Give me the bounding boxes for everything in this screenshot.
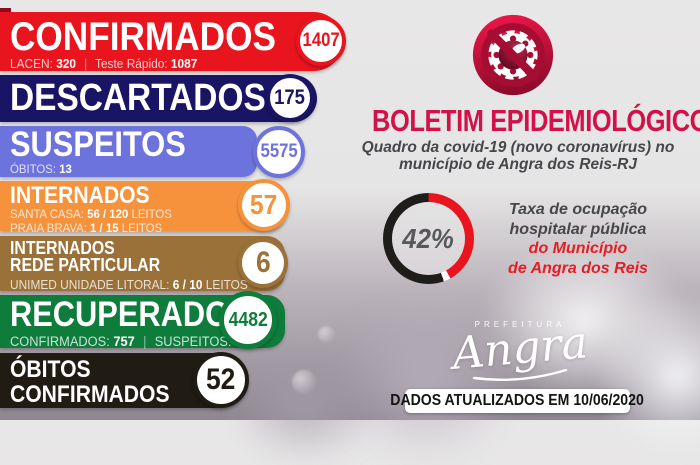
stat-title: SUSPEITOS [10,125,186,164]
stat-bar-internados: INTERNADOS SANTA CASA: 56 / 120 LEITOS P… [0,181,285,235]
logo-swash [472,368,568,381]
stat-details: PRAIA BRAVA: 1 / 15 LEITOS [10,221,163,236]
stat-details: ÓBITOS: 13 [10,161,72,176]
occupancy-donut-chart: 42% [383,193,474,284]
background-bubble [292,370,316,394]
stat-badge-obitos-confirmados: 52 [193,352,249,408]
donut-hole: 42% [392,202,465,275]
no-coronavirus-icon [472,14,554,96]
logo-wordmark: Angra [450,317,590,380]
background-bubble [318,326,335,343]
stat-title: INTERNADOS [10,238,115,258]
stat-badge-confirmados: 1407 [296,16,346,66]
stat-details: LACEN: 320 | Teste Rápido: 1087 [10,57,198,72]
stat-bar-suspeitos: SUSPEITOS ÓBITOS: 13 [0,126,257,177]
prefeitura-angra-logo: PREFEITURA Angra [440,317,600,387]
occupancy-percent: 42% [402,222,455,254]
stat-badge-internados: 57 [238,179,290,231]
stat-badge-suspeitos: 5575 [253,126,305,178]
occupancy-caption: Taxa de ocupação hospitalar pública do M… [508,201,648,277]
bulletin-title: BOLETIM EPIDEMIOLÓGICO [372,103,700,138]
updated-date-badge: DADOS ATUALIZADOS EM 10/06/2020 [391,389,644,413]
stat-title: CONFIRMADOS [10,15,276,59]
stat-bar-confirmados: CONFIRMADOS LACEN: 320 | Teste Rápido: 1… [0,12,343,71]
stat-bar-descartados: DESCARTADOS [0,75,317,122]
stat-title: RECUPERADOS [10,295,250,334]
stat-title-line2: CONFIRMADOS [10,381,170,409]
background-blur-blob [230,355,380,465]
stat-title: ÓBITOS [10,356,91,383]
background-blur-blob [592,290,700,460]
bulletin-subtitle: Quadro da covid-19 (novo coronavírus) no… [361,139,675,174]
stat-badge-internados-rede-particular: 6 [238,238,288,288]
stat-title-line2: REDE PARTICULAR [10,255,161,276]
stat-badge-recuperados: 4482 [219,291,277,349]
stat-details: SANTA CASA: 56 / 120 LEITOS [10,207,172,222]
stat-badge-descartados: 175 [266,74,314,122]
logo-top-label: PREFEITURA [474,320,566,329]
stat-title: DESCARTADOS [10,77,266,120]
stat-title: INTERNADOS [10,182,150,209]
stat-details: UNIMED UNIDADE LITORAL: 6 / 10 LEITOS [10,277,248,292]
stat-bar-internados-rede-particular: INTERNADOS REDE PARTICULAR UNIMED UNIDAD… [0,236,285,292]
